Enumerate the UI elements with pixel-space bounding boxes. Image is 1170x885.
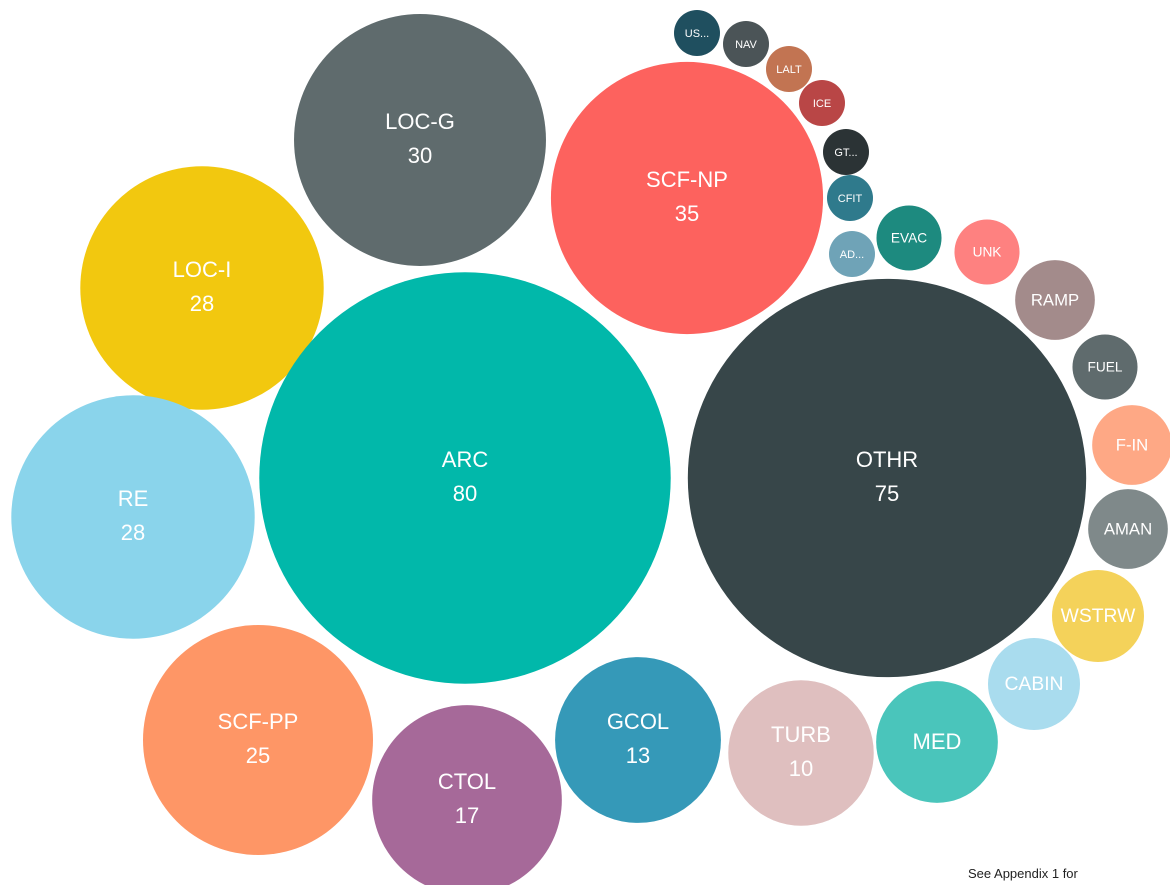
bubble-label: RE bbox=[118, 486, 149, 511]
bubble-label: LOC-I bbox=[173, 257, 232, 282]
bubble bbox=[799, 80, 845, 126]
bubble bbox=[954, 219, 1020, 285]
bubble-value: 75 bbox=[875, 481, 899, 506]
bubble-label: LALT bbox=[776, 64, 802, 76]
bubble-label: CFIT bbox=[838, 193, 863, 205]
bubble bbox=[687, 278, 1087, 678]
bubble-label: F-IN bbox=[1116, 435, 1149, 454]
bubble-label: AD... bbox=[840, 249, 864, 261]
bubble-label: FUEL bbox=[1088, 360, 1123, 375]
bubble-value: 13 bbox=[626, 743, 650, 768]
footnote: See Appendix 1 for bbox=[968, 866, 1078, 881]
bubble-value: 28 bbox=[190, 291, 214, 316]
bubble bbox=[728, 680, 874, 826]
bubble-label: SCF-PP bbox=[218, 709, 299, 734]
bubble-label: EVAC bbox=[891, 231, 927, 246]
bubble-label: AMAN bbox=[1104, 519, 1152, 538]
bubble bbox=[1072, 334, 1138, 400]
bubble-value: 30 bbox=[408, 143, 432, 168]
bubble-value: 17 bbox=[455, 803, 479, 828]
bubble-label: CTOL bbox=[438, 769, 496, 794]
bubble bbox=[766, 46, 812, 92]
bubble bbox=[827, 175, 873, 221]
bubble-value: 80 bbox=[453, 481, 477, 506]
bubble bbox=[1088, 489, 1168, 569]
bubble-label: GT... bbox=[834, 147, 857, 159]
bubble-label: OTHR bbox=[856, 447, 918, 472]
bubble bbox=[674, 10, 720, 56]
bubble-label: GCOL bbox=[607, 709, 669, 734]
bubble-label: ICE bbox=[813, 98, 831, 110]
bubble-value: 10 bbox=[789, 756, 813, 781]
bubble bbox=[829, 231, 875, 277]
bubble-label: ARC bbox=[442, 447, 489, 472]
bubble bbox=[1015, 260, 1095, 340]
bubble-label: TURB bbox=[771, 722, 831, 747]
bubble-label: US... bbox=[685, 28, 709, 40]
bubble-label: RAMP bbox=[1031, 290, 1079, 309]
bubble bbox=[876, 205, 942, 271]
bubble bbox=[372, 705, 562, 885]
bubble-value: 28 bbox=[121, 520, 145, 545]
bubble-value: 35 bbox=[675, 201, 699, 226]
bubble bbox=[723, 21, 769, 67]
bubble bbox=[550, 61, 824, 335]
bubble bbox=[80, 166, 324, 410]
bubble bbox=[1052, 570, 1144, 662]
bubble-value: 25 bbox=[246, 743, 270, 768]
bubble bbox=[143, 625, 373, 855]
bubble bbox=[555, 657, 721, 823]
bubble-label: MED bbox=[913, 729, 962, 754]
bubble-label: NAV bbox=[735, 39, 757, 51]
bubble bbox=[876, 681, 998, 803]
bubble bbox=[259, 272, 671, 684]
bubble bbox=[11, 395, 255, 639]
bubble-label: SCF-NP bbox=[646, 167, 728, 192]
bubble-label: CABIN bbox=[1004, 674, 1063, 695]
bubble-label: WSTRW bbox=[1061, 606, 1137, 627]
bubble-label: LOC-G bbox=[385, 109, 455, 134]
bubble bbox=[988, 638, 1080, 730]
bubble bbox=[1092, 405, 1170, 485]
bubble bbox=[823, 129, 869, 175]
bubble bbox=[294, 14, 546, 266]
bubble-label: UNK bbox=[973, 245, 1002, 260]
